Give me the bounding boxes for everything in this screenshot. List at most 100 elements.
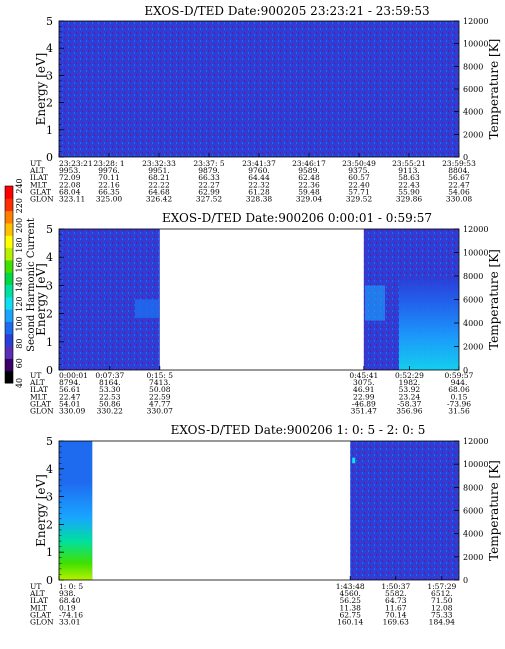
table-cell: 22.08	[59, 180, 81, 189]
table-row-label: ALT	[29, 589, 45, 598]
table-cell: 58.63	[398, 173, 420, 182]
table-cell: 9976.	[98, 166, 119, 175]
table-row-label: ILAT	[30, 173, 48, 182]
table-cell: -73.96	[447, 399, 471, 408]
table-cell: 54.01	[59, 399, 80, 408]
y-tick-label: 0	[46, 151, 53, 164]
y2-tick-label: 12000	[463, 437, 488, 446]
table-cell: 64.73	[385, 596, 407, 605]
y-tick-label: 2	[46, 518, 53, 531]
table-cell: -46.89	[352, 399, 376, 408]
table-cell: 6512.	[431, 589, 452, 598]
y-tick-label: 4	[46, 42, 53, 55]
colorbar-swatch	[5, 284, 13, 298]
table-cell: 330.22	[97, 407, 123, 416]
table-cell: 64.44	[248, 173, 270, 182]
table-cell: 31.56	[448, 407, 470, 416]
table-cell: 22.36	[298, 180, 320, 189]
table-cell: 330.08	[446, 195, 472, 204]
y-tick-label: 4	[46, 463, 53, 476]
y2-tick-label: 4000	[463, 319, 483, 328]
y2-tick-label: 0	[463, 153, 468, 162]
table-cell: 66.35	[98, 187, 120, 196]
table-cell: 7413.	[149, 378, 170, 387]
table-cell: 0:45:41	[349, 371, 378, 380]
table-cell: 351.47	[351, 407, 377, 416]
table-cell: 22.99	[353, 392, 375, 401]
table-row-label: ALT	[29, 378, 45, 387]
table-cell: 1:57:29	[427, 582, 456, 591]
table-cell: 70.11	[98, 173, 119, 182]
y-axis-label: Energy [eV]	[34, 474, 48, 547]
table-cell: 9589.	[298, 166, 319, 175]
colorbar-label: Second Harmonic Current	[26, 218, 37, 352]
colorbar-swatch	[5, 259, 13, 273]
colorbar-tick-label: 40	[15, 378, 24, 388]
table-cell: 9951.	[148, 166, 169, 175]
table-cell: 61.28	[248, 187, 270, 196]
table-row-label: ALT	[29, 166, 45, 175]
y-tick-label: 2	[46, 308, 53, 321]
spectrogram-panel: EXOS-D/TED Date:900206 1: 0: 5 - 2: 0: 5…	[29, 423, 501, 627]
y-tick-label: 5	[46, 15, 53, 28]
table-cell: 23:23:21	[59, 159, 93, 168]
table-cell: 56.67	[448, 173, 470, 182]
colorbar-swatch	[5, 321, 13, 335]
y-tick-label: 1	[46, 546, 53, 559]
table-cell: 330.09	[59, 407, 85, 416]
table-cell: 23:28: 1	[93, 159, 124, 168]
table-cell: 23:37: 5	[193, 159, 225, 168]
colorbar: 40 60 80 100 120 140 160 180 200 220 240 Second Har…	[4, 178, 37, 388]
y-tick-label: 3	[46, 279, 53, 292]
table-cell: 53.92	[399, 385, 421, 394]
table-cell: 9760.	[248, 166, 269, 175]
y2-tick-label: 6000	[463, 507, 483, 516]
table-cell: 22.47	[448, 180, 470, 189]
spectrogram-panel: EXOS-D/TED Date:900205 23:23:21 - 23:59:…	[29, 4, 501, 204]
colorbar-swatch	[5, 222, 13, 236]
spectrogram-feature	[399, 278, 459, 370]
table-cell: 54.06	[448, 187, 470, 196]
table-cell: 33.01	[59, 618, 80, 627]
table-cell: 72.09	[59, 173, 81, 182]
table-row-label: MLT	[30, 180, 47, 189]
table-row-label: UT	[30, 582, 41, 591]
colorbar-tick-label: 200	[15, 218, 24, 233]
table-cell: 23:32:33	[142, 159, 176, 168]
table-row-label: GLAT	[30, 399, 51, 408]
table-cell: -58.37	[397, 399, 421, 408]
colorbar-tick-label: 220	[15, 198, 24, 213]
table-cell: 22.47	[59, 392, 81, 401]
table-cell: 56.61	[59, 385, 80, 394]
table-cell: 938.	[59, 589, 76, 598]
colorbar-tick-label: 60	[15, 358, 24, 368]
table-row-label: ILAT	[30, 385, 48, 394]
table-cell: 22.32	[248, 180, 270, 189]
y2-tick-label: 10000	[463, 40, 488, 49]
colorbar-swatch	[5, 198, 13, 212]
panel-title: EXOS-D/TED Date:900205 23:23:21 - 23:59:…	[144, 4, 429, 18]
table-cell: 23:46:17	[292, 159, 326, 168]
colorbar-tick-label: 140	[15, 277, 24, 292]
y-tick-label: 5	[46, 435, 53, 448]
table-cell: 59.48	[298, 187, 320, 196]
spectrogram-data-region	[59, 21, 459, 157]
y-tick-label: 3	[46, 69, 53, 82]
table-cell: 23:55:21	[392, 159, 426, 168]
table-cell: 0:00:01	[59, 371, 88, 380]
table-cell: 23:50:49	[342, 159, 376, 168]
table-cell: 9953.	[59, 166, 80, 175]
table-cell: 22.43	[398, 180, 420, 189]
table-cell: 3075.	[353, 378, 374, 387]
y2-tick-label: 0	[463, 366, 468, 375]
table-cell: -74.16	[59, 610, 83, 619]
colorbar-swatch	[5, 235, 13, 249]
table-row-label: MLT	[30, 392, 47, 401]
table-cell: 330.07	[147, 407, 173, 416]
table-row-label: MLT	[30, 603, 47, 612]
table-cell: 1: 0: 5	[59, 582, 83, 591]
table-cell: 0:52:29	[395, 371, 424, 380]
colorbar-tick-label: 180	[15, 237, 24, 252]
table-cell: 62.75	[339, 610, 361, 619]
